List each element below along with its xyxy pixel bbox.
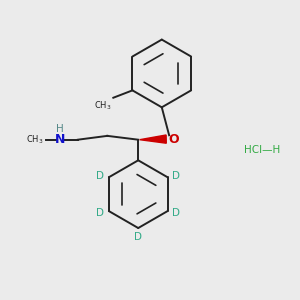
Polygon shape	[140, 135, 166, 143]
Text: H: H	[56, 124, 64, 134]
Text: D: D	[134, 232, 142, 242]
Text: O: O	[168, 133, 179, 146]
Text: CH$_3$: CH$_3$	[94, 99, 112, 112]
Text: D: D	[96, 208, 104, 218]
Text: HCl—H: HCl—H	[244, 145, 280, 155]
Text: D: D	[96, 171, 104, 181]
Text: N: N	[55, 133, 65, 146]
Text: D: D	[172, 171, 180, 181]
Text: CH$_3$: CH$_3$	[26, 134, 44, 146]
Text: D: D	[172, 208, 180, 218]
